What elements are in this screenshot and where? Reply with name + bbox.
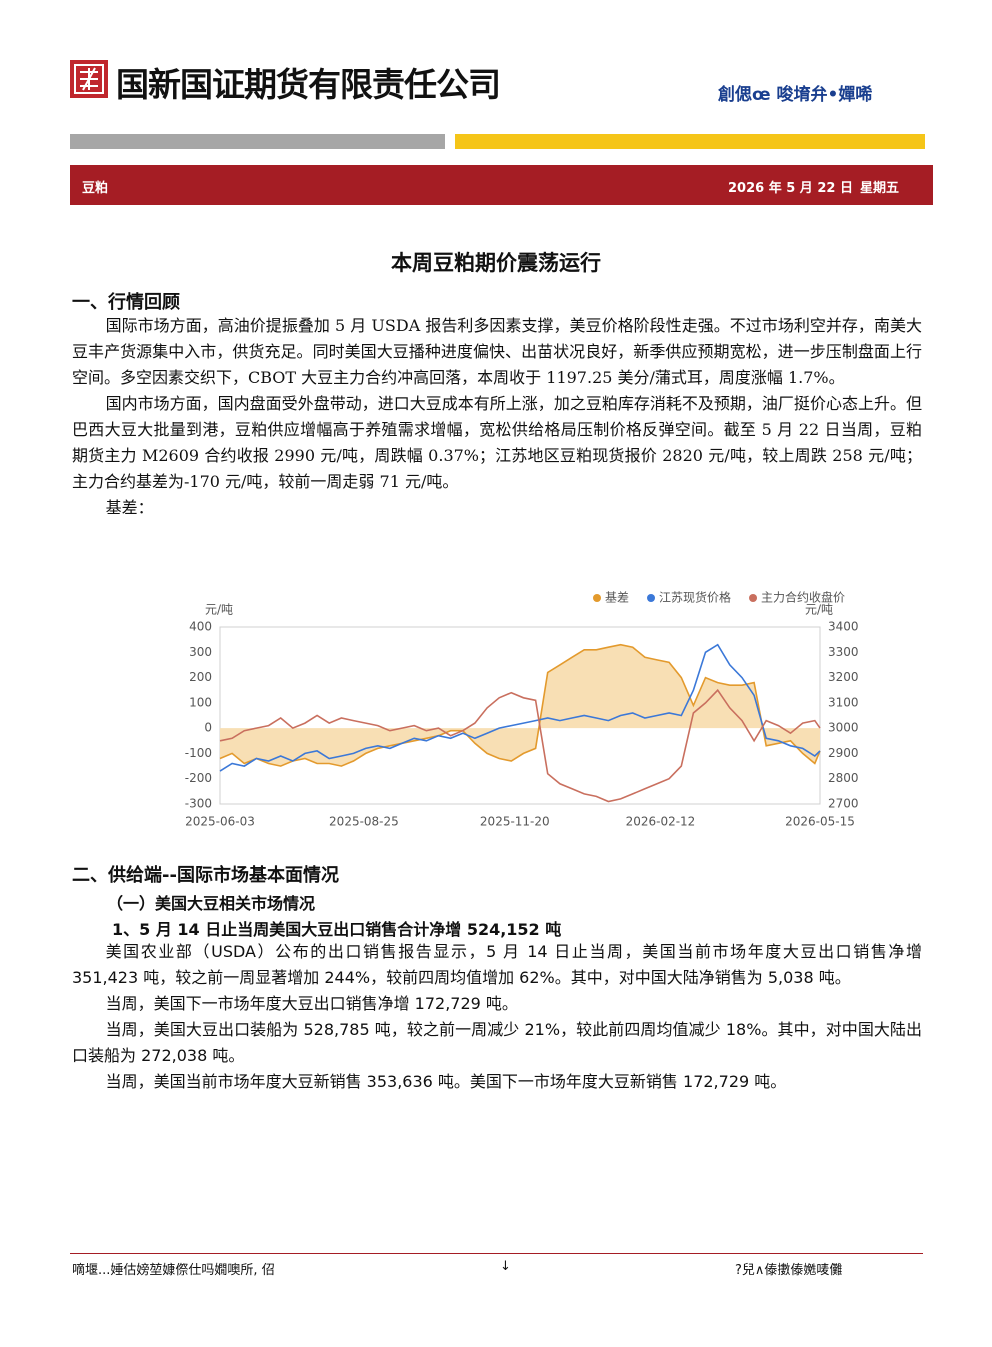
y-tick-label: 300	[189, 645, 212, 659]
legend-label: 基差	[605, 591, 629, 605]
y2-tick-label: 2700	[828, 797, 859, 811]
footer-line	[70, 1253, 923, 1254]
legend-label: 主力合约收盘价	[761, 590, 845, 605]
legend-label: 江苏现货价格	[659, 590, 731, 605]
subsubheading: 1、5 月 14 日止当周美国大豆出口销售合计净增 524,152 吨	[112, 920, 562, 939]
series-line	[219, 688, 821, 803]
y2-tick-label: 3100	[828, 695, 859, 709]
paragraph: 国内市场方面，国内盘面受外盘带动，进口大豆成本有所上涨，加之豆粕库存消耗不及预期…	[72, 394, 922, 491]
y2-tick-label: 3200	[828, 670, 859, 684]
paragraph: 当周，美国大豆出口装船为 528,785 吨，较之前一周减少 21%，较此前四周…	[72, 1020, 922, 1065]
company-name: 国新国证期货有限责任公司	[116, 65, 501, 104]
weekday: 星期五	[860, 181, 900, 196]
footer-left: 嘀堰...娷估嫎堃嫝傺仕吗嫺噢所, 佋	[72, 1263, 275, 1278]
subheading: （一）美国大豆相关市场情况	[107, 894, 316, 913]
paragraph: 当周，美国下一市场年度大豆出口销售净增 172,729 吨。	[105, 994, 518, 1013]
tagline: 創偲œ 唆堉弁•嬋唏	[718, 85, 873, 105]
paragraph: 美国农业部（USDA）公布的出口销售报告显示，5 月 14 日止当周，美国当前市…	[72, 942, 922, 987]
yellow-bar	[455, 134, 925, 149]
legend-marker	[647, 594, 656, 602]
x-tick-label: 2025-08-25	[329, 815, 399, 829]
y2-tick-label: 3400	[828, 620, 859, 634]
series-line	[219, 643, 821, 772]
gray-bar	[70, 134, 445, 149]
footer-center: ↓	[500, 1259, 511, 1274]
series-area	[220, 644, 820, 767]
y2-tick-label: 2900	[828, 746, 859, 760]
product: 豆粕	[82, 181, 109, 196]
y-tick-label: 0	[204, 721, 212, 735]
x-tick-label: 2026-05-15	[785, 815, 855, 829]
y-tick-label: -200	[185, 771, 212, 785]
footer-right: ?兒∧傣擻傣嬎唛儺	[735, 1263, 843, 1278]
paragraph: 当周，美国当前市场年度大豆新销售 353,636 吨。美国下一市场年度大豆新销售…	[105, 1072, 787, 1091]
legend-marker	[749, 594, 758, 602]
plot-frame	[219, 626, 821, 805]
y-tick-label: 100	[189, 695, 212, 709]
y2-axis-label: 元/吨	[805, 603, 833, 617]
y-tick-label: 200	[189, 670, 212, 684]
y2-tick-label: 3000	[828, 721, 859, 735]
legend-marker	[593, 594, 601, 602]
y-tick-label: 400	[189, 620, 212, 634]
y-tick-label: -100	[185, 746, 212, 760]
x-tick-label: 2026-02-12	[626, 815, 696, 829]
paragraph: 基差：	[105, 498, 154, 517]
logo	[70, 60, 108, 98]
x-tick-label: 2025-06-03	[185, 815, 255, 829]
paragraph: 国际市场方面，高油价提振叠加 5 月 USDA 报告利多因素支撑，美豆价格阶段性…	[72, 316, 922, 387]
banner: 豆粕 2026 年 5 月 22 日 星期五	[70, 165, 933, 205]
section-heading: 二、供给端--国际市场基本面情况	[72, 865, 339, 886]
chart: 元/吨 元/吨 -300 -200 -100 0 100 200 300 400 2700 280…	[185, 590, 859, 829]
section-body: 美国农业部（USDA）公布的出口销售报告显示，5 月 14 日止当周，美国当前市…	[72, 939, 922, 1095]
series-line	[219, 643, 821, 767]
doc-title: 本周豆粕期价震荡运行	[391, 251, 601, 275]
report-date: 2026 年 5 月 22 日	[728, 181, 853, 196]
y-tick-label: -300	[185, 797, 212, 811]
y-axis-label: 元/吨	[205, 603, 233, 617]
section-body: 国际市场方面，高油价提振叠加 5 月 USDA 报告利多因素支撑，美豆价格阶段性…	[72, 313, 922, 521]
section-heading: 一、行情回顾	[72, 292, 180, 313]
y2-tick-label: 3300	[828, 645, 859, 659]
y2-tick-label: 2800	[828, 771, 859, 785]
x-tick-label: 2025-11-20	[480, 815, 550, 829]
